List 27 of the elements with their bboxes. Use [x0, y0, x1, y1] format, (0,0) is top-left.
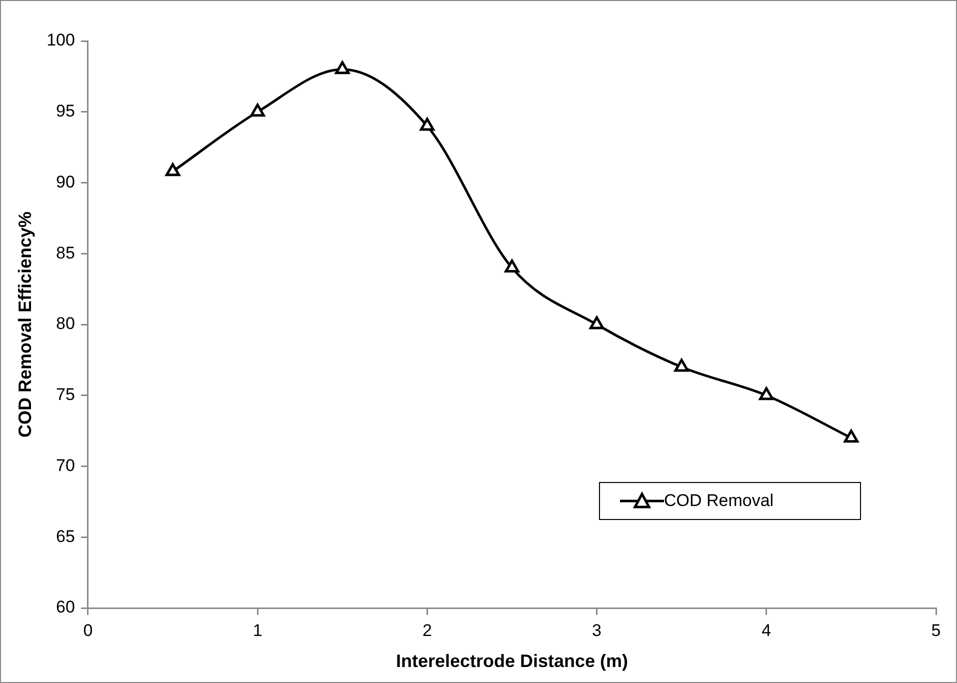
- x-tick-label: 4: [762, 620, 772, 640]
- point: [674, 358, 689, 372]
- y-tick-label: 85: [56, 243, 75, 262]
- point: [844, 430, 859, 443]
- point: [420, 118, 434, 131]
- y-axis-title: COD Removal Efficiency%: [14, 211, 35, 438]
- x-tick-label: 3: [592, 620, 602, 640]
- point: [165, 163, 180, 176]
- x-tick-label: 1: [252, 620, 262, 640]
- y-tick-label: 75: [56, 385, 75, 404]
- point: [759, 387, 774, 400]
- x-tick-label: 0: [83, 620, 93, 640]
- point: [504, 260, 520, 273]
- point: [250, 104, 265, 117]
- legend-label: COD Removal: [664, 491, 774, 511]
- y-tick-label: 95: [56, 102, 75, 121]
- y-tick-label: 60: [56, 598, 75, 617]
- x-tick-label: 5: [931, 620, 941, 640]
- x-tick-label: 2: [422, 620, 432, 640]
- x-axis-title: Interelectrode Distance (m): [396, 651, 628, 672]
- point: [589, 316, 604, 330]
- y-tick-label: 100: [46, 30, 75, 50]
- y-tick-label: 65: [56, 526, 75, 546]
- point: [335, 61, 350, 74]
- y-tick-label: 70: [56, 456, 75, 475]
- y-tick-label: 90: [56, 172, 75, 192]
- y-tick-label: 80: [56, 314, 75, 334]
